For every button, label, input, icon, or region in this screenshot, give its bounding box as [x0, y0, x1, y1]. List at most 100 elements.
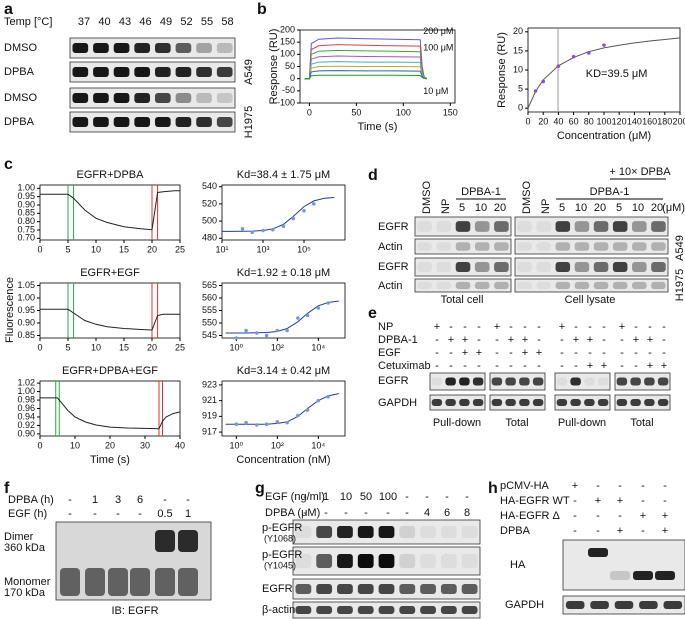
point	[316, 398, 321, 403]
condition: 1	[185, 508, 191, 520]
band	[505, 377, 516, 386]
header: Temp [°C]	[4, 16, 52, 28]
treatment-label: + 10× DPBA	[609, 166, 671, 178]
sign: -	[663, 495, 667, 507]
sign: -	[537, 334, 541, 346]
x-tick-label: 20	[538, 116, 548, 126]
temperature: 58	[221, 16, 233, 28]
sign: +	[601, 360, 607, 372]
band	[417, 221, 432, 232]
band	[455, 261, 471, 273]
condition: 10	[340, 491, 352, 503]
sign: -	[620, 347, 624, 359]
x-tick-label: 160	[642, 116, 657, 126]
size-marker: Monomer	[4, 576, 51, 588]
band	[593, 242, 609, 251]
y-tick-label: 0.70	[17, 233, 35, 243]
size-marker: Dimer	[4, 531, 34, 543]
x-tick-label: 20	[147, 244, 157, 254]
x-tick-label: 180	[657, 116, 672, 126]
y-tick-label: 0.90	[17, 317, 35, 327]
point	[302, 208, 306, 213]
band	[632, 242, 647, 251]
dose: 5	[559, 202, 565, 214]
band	[474, 261, 490, 273]
band	[93, 43, 109, 53]
sign: -	[648, 347, 652, 359]
band	[556, 399, 568, 406]
sign: -	[509, 360, 513, 372]
blot	[69, 37, 236, 59]
y-tick-label: 555	[202, 305, 217, 315]
band	[154, 67, 171, 77]
dose: 10	[475, 202, 487, 214]
band	[651, 242, 666, 251]
band	[113, 93, 130, 103]
row-label: GAPDH	[378, 397, 417, 409]
sign: +	[633, 334, 639, 346]
band	[316, 584, 333, 594]
series-label: 200 μM	[423, 26, 453, 36]
row-label: pCMV-HA	[500, 480, 550, 492]
band	[399, 606, 416, 614]
chart-title: EGFR+DPBA	[77, 169, 145, 181]
band	[337, 606, 353, 614]
point	[311, 202, 316, 206]
row-label: HA	[510, 559, 526, 571]
condition: 6	[137, 494, 143, 506]
point	[296, 413, 300, 418]
condition: -	[465, 491, 469, 503]
dose: 20	[651, 202, 663, 214]
y-tick-label: 0.96	[17, 403, 35, 413]
band	[420, 554, 436, 568]
point	[541, 79, 545, 84]
band	[590, 601, 609, 609]
y-tick-label: 200	[280, 24, 295, 34]
band	[532, 377, 544, 386]
x-tick-label: 40	[175, 440, 185, 450]
band	[420, 606, 436, 614]
x-tick-label: 5	[65, 244, 70, 254]
point	[326, 394, 330, 399]
series-line	[225, 393, 339, 425]
row-label: Actin	[378, 241, 402, 253]
band	[113, 43, 130, 53]
band	[555, 261, 571, 273]
series-line	[304, 70, 427, 80]
sign: +	[647, 334, 653, 346]
condition: -	[303, 507, 307, 519]
series-line	[304, 61, 427, 80]
band	[420, 526, 436, 538]
band	[113, 67, 130, 77]
row-label: NP	[378, 321, 393, 333]
sign: +	[619, 321, 625, 333]
band	[632, 221, 647, 232]
sign: -	[495, 360, 499, 372]
x-tick-label: 10⁰	[230, 440, 244, 450]
condition: -	[163, 494, 167, 506]
row-label: DMSO	[4, 42, 37, 54]
band	[357, 526, 374, 538]
band	[517, 242, 532, 251]
y-tick-label: 550	[202, 317, 217, 327]
point	[602, 43, 606, 47]
band	[612, 261, 628, 273]
band	[440, 526, 457, 538]
dose: 20	[494, 202, 506, 214]
sign: -	[641, 525, 645, 537]
row-label: β-actin	[262, 604, 295, 616]
x-tick-label: 25	[175, 342, 185, 352]
caption: Pull-down	[433, 417, 481, 429]
band	[420, 584, 436, 594]
chart-title: EGFR+DPBA+EGF	[62, 365, 158, 377]
cell-line: H1975	[243, 106, 255, 138]
sign: +	[647, 360, 653, 372]
series-line	[222, 197, 335, 232]
size-marker: 360 kDa	[4, 542, 46, 554]
sign: +	[617, 495, 623, 507]
sign: +	[587, 360, 593, 372]
row-label: GAPDH	[505, 599, 544, 611]
blot	[414, 238, 512, 255]
series-label: 10 μM	[423, 86, 448, 96]
